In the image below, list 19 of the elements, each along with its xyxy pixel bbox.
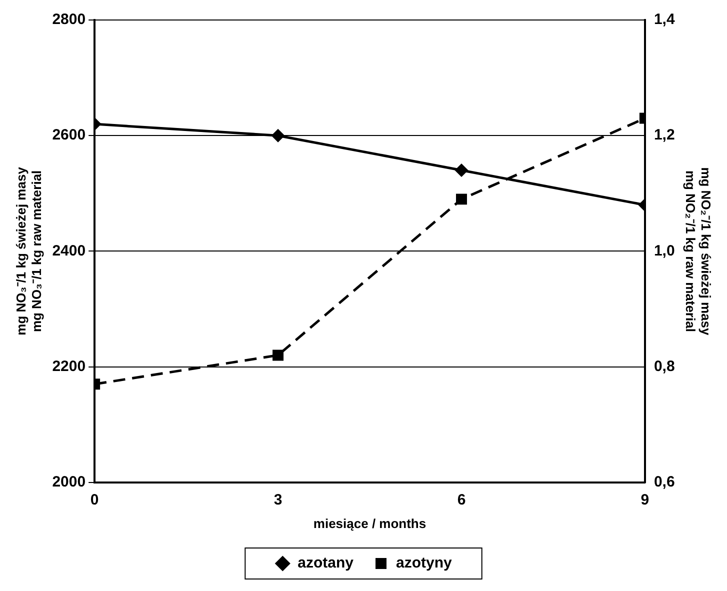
y2-tick-label: 0,6 bbox=[654, 474, 675, 491]
y2-tick-label: 0,8 bbox=[654, 358, 675, 375]
y2-tick-label: 1,2 bbox=[654, 126, 675, 144]
y-axis-title: mg NO₃⁻/1 kg świeżej masy mg NO₃⁻/1 kg raw material bbox=[13, 166, 44, 336]
x-tick-label: 3 bbox=[274, 492, 282, 509]
legend-label: azotyny bbox=[396, 554, 453, 572]
y2-tick-label: 1,0 bbox=[654, 242, 675, 260]
legend-label: azotany bbox=[298, 554, 354, 572]
y2-tick-label: 1,4 bbox=[654, 11, 676, 28]
x-tick-label: 6 bbox=[457, 492, 466, 509]
x-tick-label: 0 bbox=[90, 492, 99, 509]
y-tick-label: 2400 bbox=[52, 242, 86, 260]
x-axis-title: miesiące / months bbox=[313, 516, 426, 531]
y-tick-label: 2000 bbox=[52, 474, 86, 491]
y2-axis-title: mg NO₂⁻/1 kg świeżej masy mg NO₂⁻/1 kg raw material bbox=[683, 167, 714, 336]
y-tick-label: 2200 bbox=[52, 358, 86, 375]
y-tick-label: 2800 bbox=[52, 11, 86, 28]
x-tick-label: 9 bbox=[640, 492, 650, 509]
y-tick-label: 2600 bbox=[52, 126, 86, 144]
